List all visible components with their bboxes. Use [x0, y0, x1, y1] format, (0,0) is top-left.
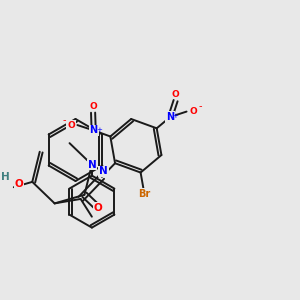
Text: O: O: [15, 179, 23, 189]
Text: O: O: [94, 203, 103, 213]
Text: N: N: [166, 112, 174, 122]
Text: O: O: [67, 121, 75, 130]
Text: O: O: [189, 107, 197, 116]
Text: +: +: [173, 113, 178, 119]
Text: N: N: [88, 160, 96, 170]
Text: O: O: [89, 102, 97, 111]
Text: Br: Br: [138, 189, 150, 199]
Text: -: -: [199, 101, 202, 111]
Text: +: +: [96, 127, 102, 133]
Text: N: N: [90, 125, 98, 135]
Text: H: H: [1, 172, 10, 182]
Text: N: N: [99, 167, 108, 176]
Text: O: O: [172, 90, 179, 99]
Text: -: -: [62, 115, 66, 125]
